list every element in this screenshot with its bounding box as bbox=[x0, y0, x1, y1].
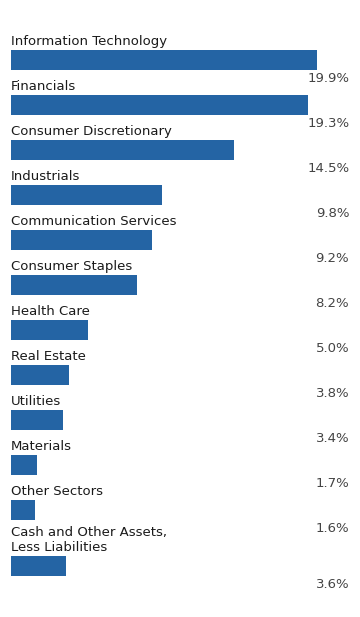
Text: 1.6%: 1.6% bbox=[316, 522, 349, 535]
Bar bbox=[11, 50, 317, 70]
Text: Other Sectors: Other Sectors bbox=[11, 485, 103, 498]
Text: 9.2%: 9.2% bbox=[316, 252, 349, 265]
Text: 1.7%: 1.7% bbox=[315, 477, 349, 490]
Text: 9.8%: 9.8% bbox=[316, 207, 349, 220]
Text: 3.4%: 3.4% bbox=[316, 432, 349, 445]
Text: 8.2%: 8.2% bbox=[316, 297, 349, 310]
Bar bbox=[11, 410, 63, 430]
Bar bbox=[11, 320, 88, 340]
Text: 3.6%: 3.6% bbox=[316, 578, 349, 591]
Text: 5.0%: 5.0% bbox=[316, 342, 349, 355]
Text: Materials: Materials bbox=[11, 440, 72, 453]
Bar bbox=[11, 95, 308, 115]
Text: Financials: Financials bbox=[11, 80, 76, 93]
Bar bbox=[11, 275, 137, 295]
Text: Consumer Discretionary: Consumer Discretionary bbox=[11, 125, 172, 138]
Bar bbox=[11, 500, 35, 520]
Text: Consumer Staples: Consumer Staples bbox=[11, 260, 132, 273]
Text: Cash and Other Assets,
Less Liabilities: Cash and Other Assets, Less Liabilities bbox=[11, 526, 167, 554]
Bar bbox=[11, 230, 152, 250]
Text: Information Technology: Information Technology bbox=[11, 35, 167, 48]
Bar bbox=[11, 140, 234, 160]
Text: Communication Services: Communication Services bbox=[11, 215, 176, 228]
Bar bbox=[11, 365, 69, 385]
Text: Utilities: Utilities bbox=[11, 395, 61, 408]
Text: 3.8%: 3.8% bbox=[316, 387, 349, 400]
Bar bbox=[11, 185, 162, 205]
Bar bbox=[11, 556, 66, 576]
Text: Health Care: Health Care bbox=[11, 305, 90, 318]
Text: 19.3%: 19.3% bbox=[307, 117, 349, 130]
Text: Industrials: Industrials bbox=[11, 170, 80, 183]
Bar bbox=[11, 455, 37, 475]
Text: 14.5%: 14.5% bbox=[307, 162, 349, 175]
Text: Real Estate: Real Estate bbox=[11, 350, 86, 363]
Text: 19.9%: 19.9% bbox=[307, 72, 349, 86]
